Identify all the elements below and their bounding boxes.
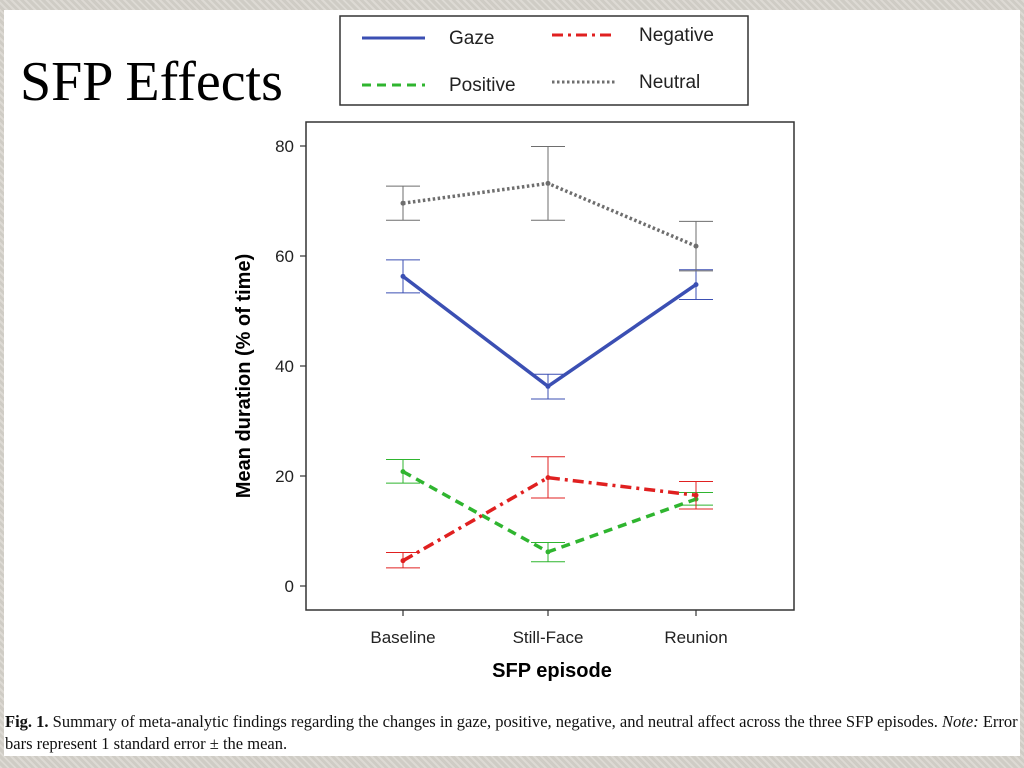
y-tick-label: 0 [285, 577, 294, 596]
caption-label: Fig. 1. [5, 712, 49, 731]
x-tick-label: Reunion [664, 628, 727, 647]
axes: 0 20 40 60 80 Baseline Still-Face Reunion [275, 137, 728, 647]
slide-title: SFP Effects [20, 51, 283, 113]
data-point [545, 475, 551, 481]
data-point [400, 273, 406, 279]
y-axis-title: Mean duration (% of time) [233, 254, 255, 498]
data-point [545, 180, 551, 186]
data-point [693, 492, 699, 498]
x-tick-label: Still-Face [513, 628, 584, 647]
data-point [545, 383, 551, 389]
caption-note-text: Error bars represent 1 standard error ± … [5, 712, 1018, 753]
plot-frame [305, 121, 795, 611]
legend-box [339, 15, 749, 106]
y-tick-label: 20 [275, 467, 294, 486]
data-point [693, 282, 699, 288]
legend-label: Negative [639, 25, 714, 46]
legend-label: Neutral [639, 72, 700, 93]
series-line [402, 475, 697, 563]
data-point [545, 549, 551, 555]
x-tick-label: Baseline [370, 628, 435, 647]
series-layer [386, 146, 713, 569]
series-gaze [386, 259, 713, 400]
data-point [400, 200, 406, 206]
caption-text: Summary of meta-analytic findings regard… [52, 712, 938, 731]
legend-label: Positive [449, 75, 516, 96]
series-negative [386, 456, 713, 569]
figure-caption: Fig. 1. Summary of meta-analytic finding… [5, 711, 1023, 755]
data-point [400, 469, 406, 475]
data-point [693, 243, 699, 249]
series-neutral [386, 146, 713, 272]
caption-note-label: Note: [942, 712, 979, 731]
y-tick-label: 40 [275, 357, 294, 376]
x-axis-title: SFP episode [492, 660, 612, 682]
y-tick-label: 60 [275, 247, 294, 266]
legend: Gaze Positive Negative Neutral [362, 25, 714, 96]
legend-label: Gaze [449, 28, 494, 49]
data-point [400, 558, 406, 564]
y-tick-label: 80 [275, 137, 294, 156]
